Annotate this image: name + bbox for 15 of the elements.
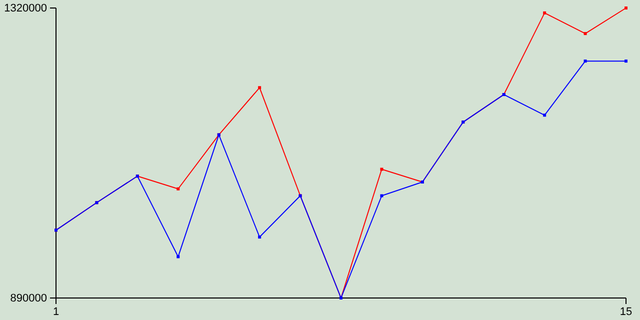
x-tick-label: 15 [620,306,632,318]
point [258,86,262,90]
point [624,60,628,63]
y-tick-label: 890000 [10,292,47,305]
point [584,32,587,36]
point [258,236,262,239]
point [176,187,180,190]
point [543,11,546,14]
point [176,255,180,258]
point [380,194,384,198]
y-tick-label: 1320000 [4,2,47,15]
point [543,114,546,117]
point [380,168,384,171]
x-tick-label: 1 [52,306,60,318]
point [584,60,587,63]
